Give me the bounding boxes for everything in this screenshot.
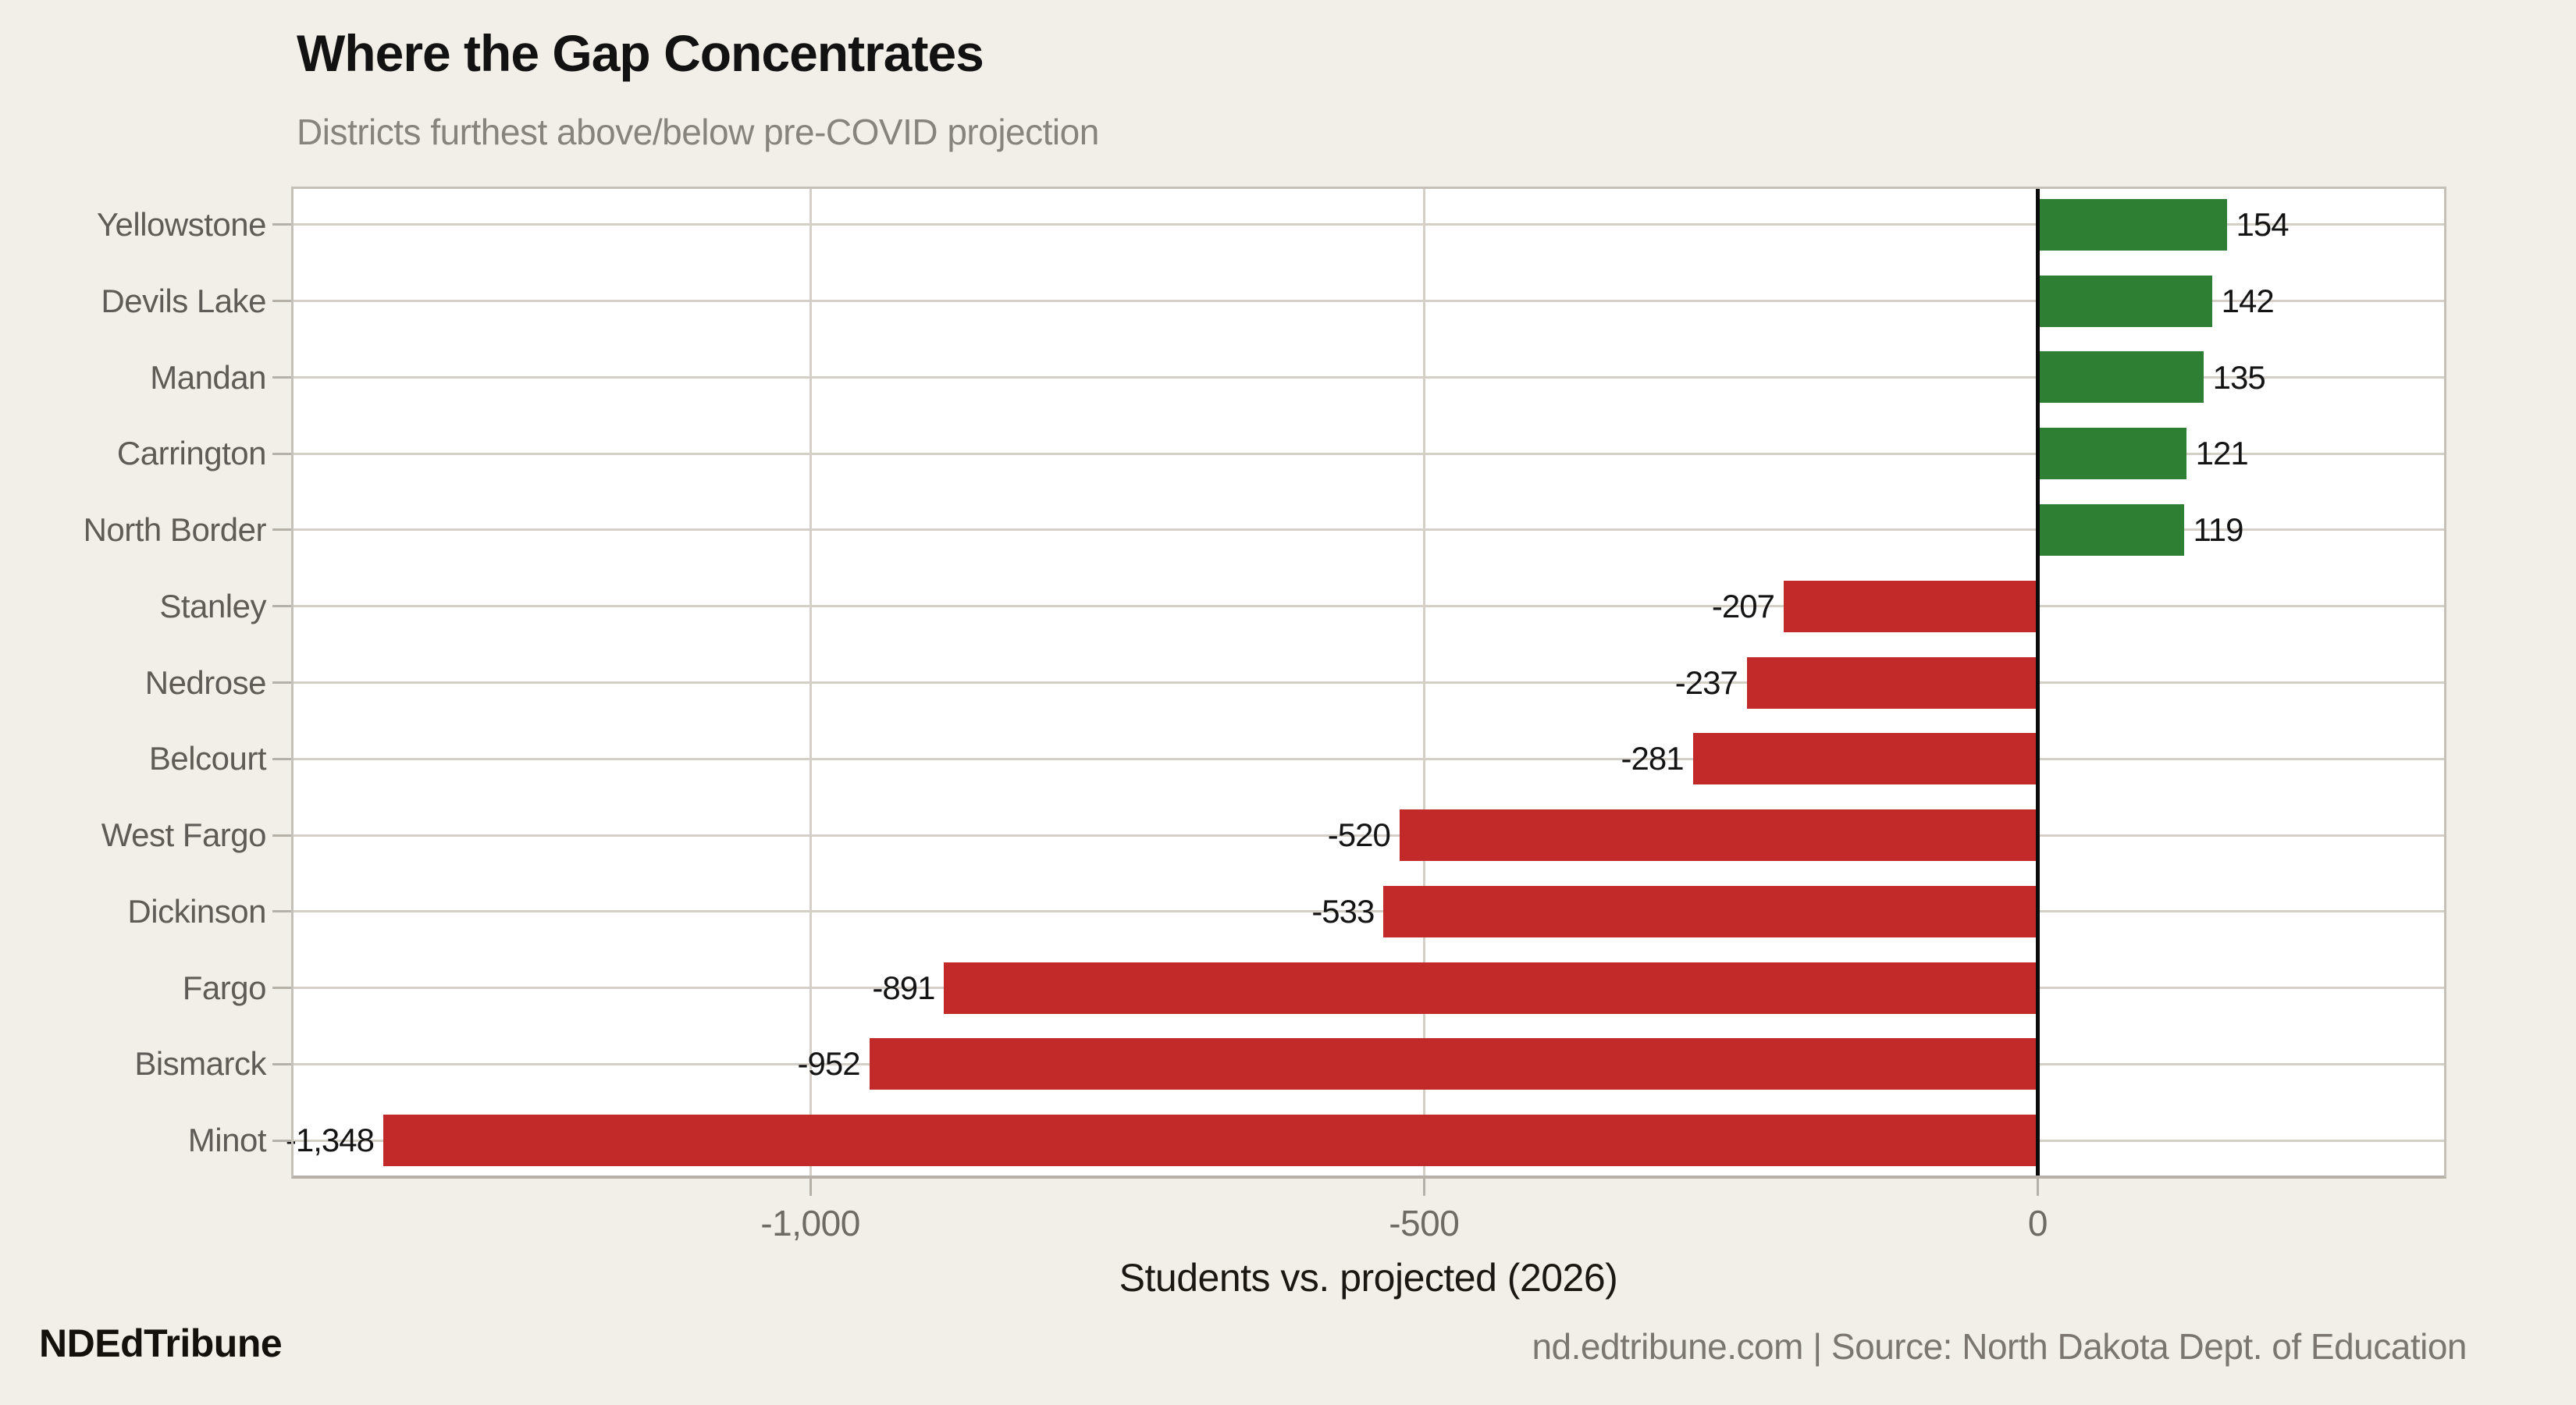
category-label: Yellowstone <box>96 206 267 243</box>
y-tick <box>272 375 291 379</box>
y-gridline <box>291 375 2446 379</box>
value-label: -520 <box>1327 816 1391 854</box>
category-label: Belcourt <box>148 740 267 777</box>
chart-title: Where the Gap Concentrates <box>297 24 984 82</box>
y-tick <box>272 757 291 760</box>
category-label: Fargo <box>182 969 267 1006</box>
bar <box>1692 733 2038 785</box>
value-label: 121 <box>2195 435 2249 472</box>
y-tick <box>272 223 291 226</box>
x-tick-label: -1,000 <box>760 1203 860 1243</box>
y-tick <box>272 1062 291 1065</box>
category-label: Carrington <box>116 435 267 472</box>
category-label: Devils Lake <box>101 282 266 319</box>
y-tick <box>272 681 291 684</box>
category-label: Mandan <box>150 358 266 396</box>
chart-subtitle: Districts furthest above/below pre-COVID… <box>297 112 1099 152</box>
bar <box>2037 275 2212 327</box>
x-tick-label: -500 <box>1389 1203 1460 1243</box>
y-gridline <box>291 528 2446 532</box>
bar <box>1399 809 2038 862</box>
y-gridline <box>291 605 2446 608</box>
value-label: 154 <box>2236 206 2290 243</box>
bar <box>869 1038 2038 1090</box>
y-gridline <box>291 452 2446 455</box>
category-label: West Fargo <box>101 816 267 854</box>
y-tick <box>272 834 291 837</box>
value-label: 142 <box>2221 282 2275 319</box>
y-tick <box>272 910 291 913</box>
value-label: 135 <box>2212 358 2266 396</box>
bar <box>2037 198 2227 251</box>
value-label: -952 <box>797 1045 861 1083</box>
x-tick <box>2036 1179 2039 1196</box>
x-tick <box>1422 1179 1425 1196</box>
value-label: -207 <box>1711 587 1775 624</box>
category-label: North Border <box>83 511 267 549</box>
y-tick <box>272 1139 291 1142</box>
plot-area: 154 142 135 121 119 -207 -237 -281 -520 -533 -891 -… <box>286 187 2446 1179</box>
y-tick <box>272 605 291 608</box>
x-axis-label: Students vs. projected (2026) <box>1119 1256 1618 1300</box>
value-label: -237 <box>1674 663 1738 701</box>
value-label: -533 <box>1311 892 1375 930</box>
y-tick <box>272 987 291 990</box>
category-label: Nedrose <box>144 663 267 701</box>
y-gridline <box>291 834 2446 837</box>
bar <box>2037 351 2204 404</box>
y-gridline <box>291 681 2446 684</box>
bar <box>1746 656 2038 709</box>
value-label: -281 <box>1621 740 1685 777</box>
x-tick <box>809 1179 812 1196</box>
y-gridline <box>291 223 2446 226</box>
bar <box>2037 503 2184 556</box>
bar <box>2037 428 2186 480</box>
y-tick <box>272 528 291 532</box>
y-gridline <box>291 300 2446 303</box>
y-tick <box>272 300 291 303</box>
category-label: Stanley <box>159 587 266 624</box>
x-tick-label: 0 <box>2027 1203 2048 1243</box>
bar <box>944 962 2038 1014</box>
x-gridline <box>1422 187 1425 1179</box>
value-label: 119 <box>2193 511 2244 549</box>
category-label: Minot <box>187 1122 267 1159</box>
y-tick <box>272 452 291 455</box>
bar <box>382 1115 2038 1167</box>
x-gridline <box>809 187 812 1179</box>
bar <box>1383 885 2038 937</box>
y-gridline <box>291 910 2446 913</box>
source-attribution: nd.edtribune.com | Source: North Dakota … <box>1532 1326 2467 1367</box>
publisher-logo-text: NDEdTribune <box>39 1321 283 1365</box>
category-label: Bismarck <box>134 1045 266 1083</box>
bar <box>1783 580 2038 632</box>
value-label: -891 <box>872 969 935 1006</box>
y-gridline <box>291 757 2446 760</box>
zero-line <box>2035 187 2040 1179</box>
value-label: -1,348 <box>285 1122 375 1159</box>
category-label: Dickinson <box>127 892 266 930</box>
